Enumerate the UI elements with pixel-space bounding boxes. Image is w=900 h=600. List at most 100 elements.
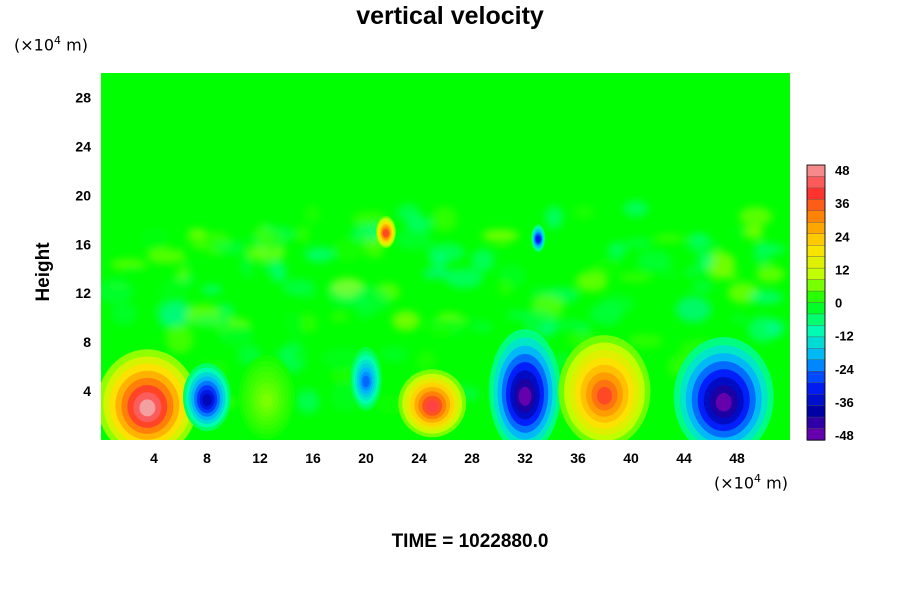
texture-patch [733,225,749,238]
texture-patch [110,303,138,325]
texture-patch [573,205,595,220]
texture-patch [653,234,682,243]
y-tick-label: 16 [75,236,91,252]
texture-patch [295,387,320,413]
colorbar-tick-label: 12 [835,262,849,277]
velocity-cell [673,337,774,440]
velocity-cell [398,369,467,438]
velocity-cell [101,349,198,440]
texture-patch [213,240,248,255]
velocity-cell [531,224,546,253]
y-tick-label: 12 [75,285,91,301]
x-tick-label: 16 [305,450,321,466]
colorbar-tick-label: 24 [835,229,850,244]
texture-patch [166,325,194,354]
texture-patch [379,346,409,363]
texture-patch [175,266,190,283]
texture-patch [745,225,764,239]
texture-patch [392,310,420,331]
texture-patch [495,245,511,254]
y-tick-label: 28 [75,89,91,105]
texture-patch [731,313,747,325]
texture-patch [623,200,649,217]
velocity-cell [238,355,295,440]
colorbar-swatch [806,187,826,201]
texture-patch [445,268,483,289]
texture-patch [471,249,495,272]
texture-patch [304,203,321,224]
colorbar-swatch [806,222,826,235]
texture-patch [623,238,652,249]
texture-patch [426,316,458,337]
colorbar-swatch [806,325,826,338]
y-tick-label: 8 [83,334,91,350]
texture-patch [607,241,627,259]
colorbar-swatch [806,336,826,350]
texture-patch [119,264,148,274]
colorbar-tick-label: 36 [835,196,849,211]
texture-patch [138,289,166,308]
texture-patch [160,301,193,326]
texture-patch [618,272,652,283]
colorbar-swatch [806,302,826,315]
texture-patch [464,315,481,332]
x-tick-label: 48 [729,450,745,466]
x-tick-label: 4 [150,450,158,466]
colorbar-swatch [806,348,826,361]
x-tick-label: 28 [464,450,480,466]
texture-patch [146,248,186,264]
x-tick-label: 32 [517,450,533,466]
texture-patch [427,243,466,262]
texture-patch [355,305,375,318]
colorbar-swatch [806,416,826,430]
x-tick-label: 8 [203,450,211,466]
colorbar-tick-label: -12 [835,329,854,344]
texture-patch [101,278,134,305]
colorbar-swatch [806,313,826,327]
colorbar-swatch [806,359,826,372]
colorbar-swatch [806,267,826,281]
velocity-cell [350,346,382,411]
texture-patch [291,346,322,364]
texture-patch [261,229,285,254]
texture-patch [575,271,609,292]
x-tick-label: 20 [358,450,374,466]
colorbar-swatch [806,210,826,223]
texture-patch [270,261,287,281]
texture-patch [545,206,564,229]
colorbar-tick-label: -36 [835,395,854,410]
texture-patch [498,279,513,296]
texture-patch [592,257,622,273]
texture-patch [304,247,335,262]
colorbar-swatch [806,371,826,384]
colorbar-swatch [806,245,826,258]
texture-patch [330,312,348,322]
colorbar-swatch [806,233,826,246]
time-label: TIME = 1022880.0 [391,531,549,552]
texture-patch [756,265,785,283]
colorbar-swatch [806,164,826,178]
texture-patch [295,225,310,243]
texture-patch [183,234,223,248]
colorbar-swatch [806,382,826,395]
texture-patch [748,291,783,305]
texture-patch [602,295,634,314]
texture-patch [753,241,772,267]
chart-title: vertical velocity [356,2,544,30]
texture-patch [660,268,680,281]
colorbar-swatch [806,279,826,292]
texture-patch [332,237,366,262]
colorbar-swatch [806,393,826,407]
y-tick-label: 24 [75,138,91,154]
texture-patch [698,252,715,269]
texture-patch [304,294,333,307]
velocity-cell [183,363,231,432]
texture-patch [394,229,433,250]
texture-patch [627,333,663,348]
texture-patch [687,239,721,256]
texture-patch [201,284,223,295]
colorbar-swatch [806,405,826,418]
x-tick-label: 44 [676,450,692,466]
colorbar-tick-label: -48 [835,428,854,443]
texture-patch [240,252,254,278]
